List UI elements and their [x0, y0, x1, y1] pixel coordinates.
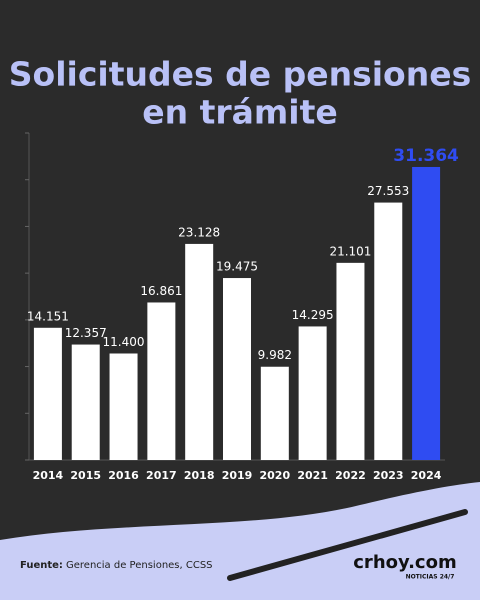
x-tick-label: 2019	[222, 469, 253, 482]
value-label: 23.128	[178, 225, 220, 239]
bar	[412, 166, 441, 460]
x-tick-label: 2021	[297, 469, 328, 482]
value-label: 31.364	[393, 146, 459, 166]
x-tick-label: 2023	[373, 469, 404, 482]
brand-tagline: NOTICIAS 24/7	[406, 574, 455, 581]
value-label: 19.475	[216, 260, 258, 274]
value-label: 11.400	[103, 335, 145, 349]
x-tick-label: 2018	[184, 469, 215, 482]
bar	[185, 243, 214, 460]
brand: crhoy.com	[353, 552, 456, 573]
bar	[33, 327, 62, 460]
source: Gerencia de Pensiones, CCSS	[66, 560, 213, 571]
value-label: 27.553	[367, 184, 409, 198]
bar	[109, 353, 138, 460]
value-label: 12.357	[65, 326, 107, 340]
bar	[223, 278, 251, 460]
source-label: Fuente:	[20, 560, 63, 571]
chart-title: Solicitudes de pensiones	[9, 55, 471, 94]
x-tick-label: 2017	[146, 469, 177, 482]
bar	[71, 344, 100, 460]
bar	[147, 302, 176, 460]
x-tick-label: 2020	[260, 469, 291, 482]
bar	[336, 262, 365, 460]
bar	[298, 326, 327, 460]
x-tick-label: 2014	[33, 469, 64, 482]
value-label: 16.861	[140, 284, 182, 298]
x-tick-label: 2022	[335, 469, 366, 482]
bar	[260, 366, 289, 460]
x-tick-label: 2024	[411, 469, 442, 482]
chart-title: en trámite	[142, 93, 338, 132]
value-label: 21.101	[329, 244, 371, 258]
footer-band	[0, 482, 480, 600]
value-label: 9.982	[258, 348, 292, 362]
x-tick-label: 2015	[70, 469, 101, 482]
x-tick-label: 2016	[108, 469, 139, 482]
cane	[227, 509, 468, 581]
bar	[374, 202, 403, 460]
value-label: 14.295	[292, 308, 334, 322]
value-label: 14.151	[27, 309, 69, 323]
